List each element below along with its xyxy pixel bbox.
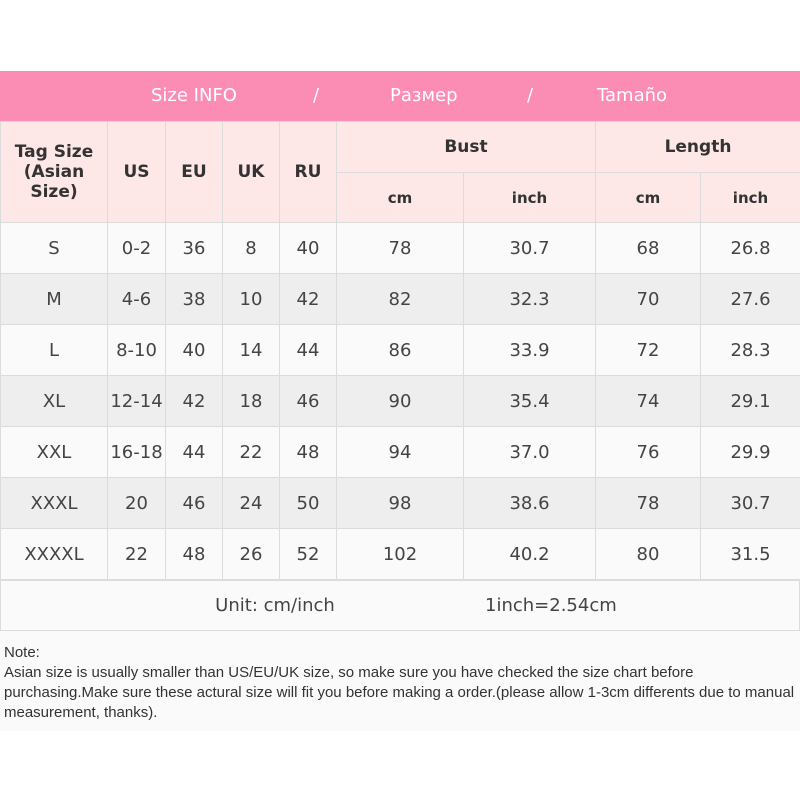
- unit-table: Unit: cm/inch 1inch=2.54cm: [0, 580, 800, 631]
- cell-bust-cm: 98: [336, 477, 464, 529]
- cell-ru: 44: [279, 324, 337, 376]
- table-row: XXXXL 22 48 26 52 102 40.2 80 31.5: [0, 528, 800, 580]
- cell-us: 0-2: [107, 222, 166, 274]
- cell-ru: 40: [279, 222, 337, 274]
- unit-conversion: 1inch=2.54cm: [485, 595, 617, 616]
- cell-uk: 22: [222, 426, 280, 478]
- cell-ru: 42: [279, 273, 337, 325]
- table-row: XXXL 20 46 24 50 98 38.6 78 30.7: [0, 477, 800, 529]
- note-text: Asian size is usually smaller than US/EU…: [4, 664, 795, 721]
- cell-length-inch: 28.3: [700, 324, 800, 376]
- cell-ru: 50: [279, 477, 337, 529]
- cell-bust-inch: 35.4: [463, 375, 596, 427]
- title-razmer: Размер: [390, 85, 458, 106]
- title-separator: /: [527, 85, 534, 106]
- cell-bust-inch: 37.0: [463, 426, 596, 478]
- cell-length-cm: 70: [595, 273, 701, 325]
- header-eu: EU: [165, 121, 223, 223]
- title-size-info: Size INFO: [151, 85, 237, 106]
- cell-us: 16-18: [107, 426, 166, 478]
- unit-label: Unit: cm/inch: [215, 595, 335, 616]
- cell-bust-cm: 86: [336, 324, 464, 376]
- cell-tag: XXXXL: [0, 528, 108, 580]
- cell-length-cm: 74: [595, 375, 701, 427]
- cell-length-cm: 72: [595, 324, 701, 376]
- cell-bust-inch: 33.9: [463, 324, 596, 376]
- cell-tag: S: [0, 222, 108, 274]
- cell-us: 20: [107, 477, 166, 529]
- cell-bust-inch: 40.2: [463, 528, 596, 580]
- cell-ru: 52: [279, 528, 337, 580]
- title-separator: /: [313, 85, 320, 106]
- cell-uk: 26: [222, 528, 280, 580]
- cell-length-cm: 68: [595, 222, 701, 274]
- cell-us: 22: [107, 528, 166, 580]
- cell-us: 4-6: [107, 273, 166, 325]
- cell-length-inch: 29.9: [700, 426, 800, 478]
- cell-bust-inch: 30.7: [463, 222, 596, 274]
- header-length-cm: cm: [595, 172, 701, 223]
- table-row: M 4-6 38 10 42 82 32.3 70 27.6: [0, 273, 800, 325]
- cell-length-cm: 78: [595, 477, 701, 529]
- size-table: Tag Size (Asian Size) US EU UK RU Bust L…: [0, 121, 800, 580]
- cell-length-inch: 29.1: [700, 375, 800, 427]
- cell-eu: 38: [165, 273, 223, 325]
- cell-us: 8-10: [107, 324, 166, 376]
- header-tag-size: Tag Size (Asian Size): [0, 121, 108, 223]
- cell-uk: 24: [222, 477, 280, 529]
- cell-length-cm: 76: [595, 426, 701, 478]
- cell-bust-cm: 78: [336, 222, 464, 274]
- cell-length-inch: 30.7: [700, 477, 800, 529]
- header-length: Length: [595, 121, 800, 173]
- table-row: XXL 16-18 44 22 48 94 37.0 76 29.9: [0, 426, 800, 478]
- cell-bust-cm: 94: [336, 426, 464, 478]
- note: Note: Asian size is usually smaller than…: [0, 631, 800, 731]
- header-us: US: [107, 121, 166, 223]
- cell-length-cm: 80: [595, 528, 701, 580]
- cell-bust-cm: 82: [336, 273, 464, 325]
- cell-bust-inch: 38.6: [463, 477, 596, 529]
- table-row: XL 12-14 42 18 46 90 35.4 74 29.1: [0, 375, 800, 427]
- cell-tag: XL: [0, 375, 108, 427]
- note-heading: Note:: [4, 644, 40, 661]
- size-chart: Size INFO / Размер / Tamaño Tag Size (As…: [0, 71, 800, 731]
- header-bust-cm: cm: [336, 172, 464, 223]
- cell-tag: L: [0, 324, 108, 376]
- header-ru: RU: [279, 121, 337, 223]
- cell-eu: 40: [165, 324, 223, 376]
- cell-us: 12-14: [107, 375, 166, 427]
- cell-eu: 36: [165, 222, 223, 274]
- cell-eu: 42: [165, 375, 223, 427]
- unit-row: Unit: cm/inch 1inch=2.54cm: [0, 580, 800, 631]
- cell-eu: 46: [165, 477, 223, 529]
- cell-bust-inch: 32.3: [463, 273, 596, 325]
- cell-eu: 48: [165, 528, 223, 580]
- cell-uk: 10: [222, 273, 280, 325]
- header-length-inch: inch: [700, 172, 800, 223]
- header-uk: UK: [222, 121, 280, 223]
- table-row: S 0-2 36 8 40 78 30.7 68 26.8: [0, 222, 800, 274]
- header-bust: Bust: [336, 121, 596, 173]
- cell-uk: 8: [222, 222, 280, 274]
- title-bar: Size INFO / Размер / Tamaño: [0, 71, 800, 121]
- title-tamano: Tamaño: [597, 85, 668, 106]
- cell-eu: 44: [165, 426, 223, 478]
- cell-length-inch: 27.6: [700, 273, 800, 325]
- cell-tag: XXL: [0, 426, 108, 478]
- cell-ru: 48: [279, 426, 337, 478]
- cell-uk: 18: [222, 375, 280, 427]
- cell-length-inch: 26.8: [700, 222, 800, 274]
- table-row: L 8-10 40 14 44 86 33.9 72 28.3: [0, 324, 800, 376]
- cell-ru: 46: [279, 375, 337, 427]
- cell-bust-cm: 102: [336, 528, 464, 580]
- header-bust-inch: inch: [463, 172, 596, 223]
- cell-tag: M: [0, 273, 108, 325]
- cell-bust-cm: 90: [336, 375, 464, 427]
- cell-length-inch: 31.5: [700, 528, 800, 580]
- cell-tag: XXXL: [0, 477, 108, 529]
- cell-uk: 14: [222, 324, 280, 376]
